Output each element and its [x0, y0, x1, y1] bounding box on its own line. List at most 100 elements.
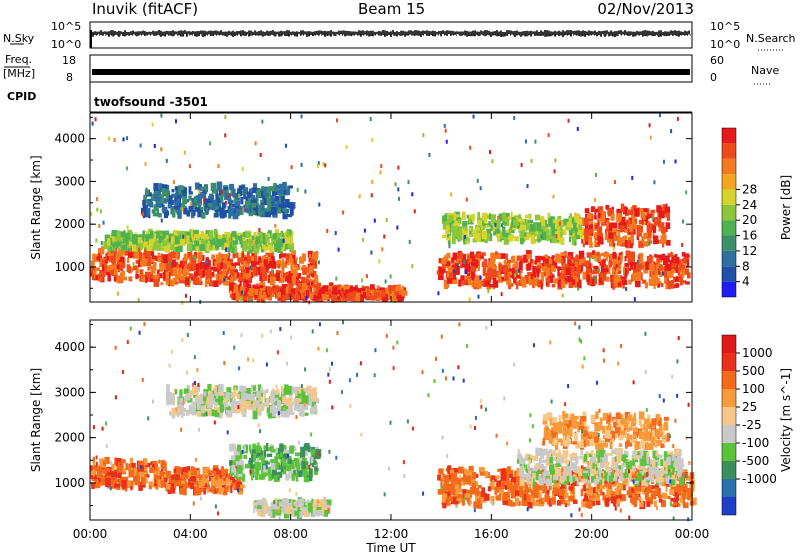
data-cell — [469, 214, 473, 221]
data-cell — [511, 269, 516, 279]
data-cell — [636, 234, 640, 241]
data-cell — [316, 292, 323, 300]
data-cell — [103, 470, 107, 474]
data-cell — [393, 294, 397, 303]
data-cell — [143, 194, 147, 200]
data-cell — [446, 237, 452, 241]
data-cell — [153, 274, 159, 279]
data-cell — [229, 183, 235, 191]
data-cell — [196, 470, 200, 478]
data-cell — [514, 236, 519, 242]
noise-cell — [151, 122, 154, 127]
data-cell — [642, 279, 647, 284]
data-cell — [165, 280, 170, 285]
data-cell — [209, 266, 216, 271]
data-cell — [172, 277, 178, 283]
data-cell — [283, 190, 289, 196]
data-cell — [507, 272, 511, 281]
data-cell — [562, 492, 569, 499]
data-cell — [130, 276, 133, 282]
freq-unit-label: [MHz] — [3, 67, 35, 80]
data-cell — [383, 288, 388, 292]
data-cell — [252, 443, 257, 450]
data-cell — [313, 469, 319, 475]
data-cell — [495, 484, 502, 493]
data-cell — [640, 272, 643, 281]
data-cell — [193, 196, 200, 203]
data-cell — [584, 225, 589, 232]
data-cell — [664, 206, 671, 214]
data-cell — [274, 195, 280, 201]
data-cell — [522, 497, 529, 507]
data-cell — [560, 273, 567, 280]
data-cell — [489, 214, 493, 220]
data-cell — [441, 486, 447, 494]
data-cell — [218, 280, 222, 285]
data-cell — [276, 499, 281, 508]
data-cell — [464, 468, 468, 474]
data-cell — [199, 393, 203, 401]
data-cell — [527, 219, 534, 224]
data-cell — [153, 464, 159, 472]
data-cell — [441, 261, 446, 270]
data-cell — [630, 231, 634, 238]
data-cell — [262, 244, 265, 249]
noise-cell — [394, 182, 397, 187]
data-cell — [151, 463, 156, 468]
data-cell — [589, 263, 593, 268]
data-cell — [583, 218, 590, 226]
data-cell — [668, 270, 674, 278]
data-cell — [243, 257, 248, 261]
data-cell — [659, 271, 663, 278]
data-cell — [269, 446, 274, 450]
data-cell — [91, 482, 95, 490]
noise-cell — [365, 274, 368, 279]
data-cell — [321, 297, 328, 301]
data-cell — [538, 256, 543, 261]
data-cell — [119, 264, 124, 272]
data-cell — [115, 457, 121, 466]
data-cell — [138, 482, 143, 491]
data-cell — [214, 412, 220, 418]
data-cell — [239, 276, 244, 281]
data-cell — [198, 474, 203, 481]
data-cell — [557, 266, 561, 272]
colorbar-frame — [721, 127, 737, 298]
data-cell — [249, 393, 255, 402]
data-cell — [633, 222, 636, 229]
data-cell — [643, 486, 647, 493]
data-cell — [447, 483, 452, 491]
data-cell — [168, 233, 174, 238]
data-cell — [548, 217, 553, 227]
data-cell — [264, 389, 269, 393]
data-cell — [192, 277, 198, 285]
data-cell — [146, 242, 153, 250]
data-cell — [254, 266, 261, 274]
data-cell — [617, 237, 623, 246]
data-cell — [175, 279, 178, 285]
data-cell — [602, 494, 607, 501]
data-cell — [664, 277, 668, 281]
data-cell — [165, 185, 170, 194]
data-cell — [620, 216, 626, 225]
data-cell — [522, 232, 527, 237]
data-cell — [447, 465, 452, 474]
noise-cell — [249, 265, 252, 270]
data-cell — [135, 259, 140, 264]
data-cell — [283, 283, 288, 291]
data-cell — [653, 280, 658, 286]
data-cell — [310, 281, 314, 286]
data-cell — [213, 406, 218, 412]
data-cell — [230, 276, 234, 286]
data-cell — [671, 262, 677, 266]
data-cell — [236, 392, 241, 398]
data-cell — [269, 245, 272, 251]
data-cell — [114, 242, 118, 246]
data-cell — [196, 483, 199, 491]
noise-cell — [577, 286, 580, 291]
noise-cell — [223, 277, 226, 282]
data-cell — [260, 245, 264, 253]
data-cell — [277, 200, 281, 208]
data-cell — [222, 487, 228, 496]
data-cell — [267, 507, 272, 512]
